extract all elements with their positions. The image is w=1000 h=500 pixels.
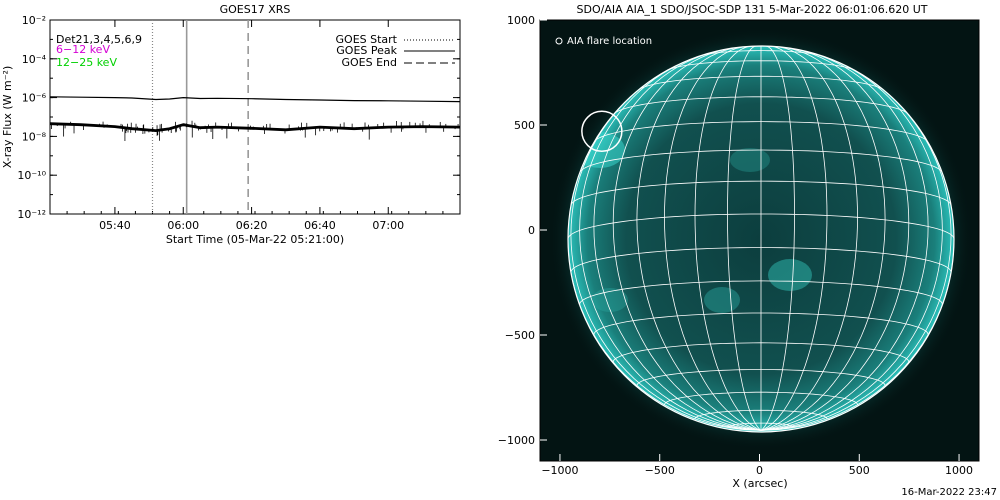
aia-grid-line	[760, 46, 795, 431]
aia-y-tick-label: −1000	[498, 434, 535, 447]
aia-x-tick-label: 1000	[945, 464, 973, 477]
aia-grid-line	[694, 46, 762, 431]
goes-y-tick-label: 10⁻⁸	[22, 130, 47, 143]
aia-grid-line	[760, 56, 943, 431]
aia-limb	[567, 45, 955, 433]
goes-title: GOES17 XRS	[220, 3, 291, 16]
goes-plot-frame	[49, 19, 461, 215]
legend-6-12-kev: 6−12 keV	[56, 43, 110, 56]
goes-x-tick-label: 07:00	[372, 219, 404, 232]
legend-detectors: Det21,3,4,5,6,9	[56, 33, 142, 46]
goes-y-tick-label: 10⁻²	[22, 14, 46, 27]
aia-title: SDO/AIA AIA_1 SDO/JSOC-SDP 131 5-Mar-202…	[577, 3, 928, 16]
aia-x-tick-label: −1000	[541, 464, 578, 477]
aia-x-ticks: −1000 −500 0 500 1000	[541, 454, 973, 477]
aia-y-tick-label: 500	[514, 119, 535, 132]
legend-goes-end: GOES End	[341, 56, 397, 69]
aia-legend-marker	[555, 37, 563, 45]
goes-x-tick-label: 06:40	[304, 219, 336, 232]
aia-grid-line	[636, 47, 762, 431]
goes-y-axis-label: X-ray Flux (W m⁻²)	[1, 66, 14, 168]
goes-x-ticks: 05:40 06:00 06:20 06:40 07:00	[49, 20, 461, 232]
goes-y-tick-label: 10⁻⁶	[22, 92, 47, 105]
goes-x-axis-label: Start Time (05-Mar-22 05:21:00)	[166, 233, 344, 246]
aia-grid-line	[760, 46, 858, 431]
aia-grid-line	[760, 47, 886, 431]
aia-plot: SDO/AIA AIA_1 SDO/JSOC-SDP 131 5-Mar-202…	[498, 3, 997, 498]
goes-plot: GOES17 XRS 10⁻² 10⁻⁴ 10⁻⁶ 10⁻⁸ 10⁻¹⁰ 10⁻¹² 05…	[1, 3, 461, 246]
aia-lat-lon-grid	[568, 46, 954, 431]
aia-grid-line	[593, 50, 762, 431]
aia-grid-line	[570, 87, 762, 431]
goes-series-6-12-kev	[50, 96, 460, 103]
aia-x-tick-label: −500	[645, 464, 675, 477]
aia-grid-line	[760, 87, 952, 431]
aia-y-tick-label: 1000	[507, 14, 535, 27]
aia-x-tick-label: 500	[849, 464, 870, 477]
legend-goes-peak: GOES Peak	[336, 44, 397, 57]
aia-x-axis-label: X (arcsec)	[732, 477, 787, 490]
aia-timestamp: 16-Mar-2022 23:47	[901, 487, 997, 498]
aia-y-ticks: 1000 500 0 −500 −1000	[498, 14, 547, 447]
goes-x-tick-label: 06:20	[236, 219, 268, 232]
aia-flare-location-marker	[581, 110, 623, 153]
aia-grid-line	[579, 56, 762, 431]
goes-y-tick-label: 10⁻¹²	[17, 208, 46, 221]
aia-y-tick-label: −500	[505, 329, 535, 342]
goes-x-tick-label: 06:00	[167, 219, 199, 232]
goes-series-12-25-kev-scatter	[51, 120, 459, 141]
legend-goes-start: GOES Start	[336, 33, 398, 46]
goes-x-tick-label: 05:40	[99, 219, 131, 232]
aia-grid-line	[664, 46, 762, 431]
goes-y-ticks: 10⁻² 10⁻⁴ 10⁻⁶ 10⁻⁸ 10⁻¹⁰ 10⁻¹²	[17, 14, 460, 221]
aia-grid-line	[760, 50, 929, 431]
aia-grid-line	[727, 46, 762, 431]
aia-grid-line	[760, 46, 828, 431]
aia-legend-label: AIA flare location	[567, 36, 652, 47]
goes-series-12-25-kev	[50, 122, 460, 133]
aia-y-tick-label: 0	[528, 224, 535, 237]
aia-grid-line	[760, 48, 910, 431]
legend-12-25-kev: 12−25 keV	[56, 56, 117, 69]
aia-x-tick-label: 0	[756, 464, 763, 477]
goes-y-tick-label: 10⁻¹⁰	[17, 169, 46, 182]
aia-grid-line	[612, 48, 762, 431]
goes-y-tick-label: 10⁻⁴	[22, 53, 47, 66]
